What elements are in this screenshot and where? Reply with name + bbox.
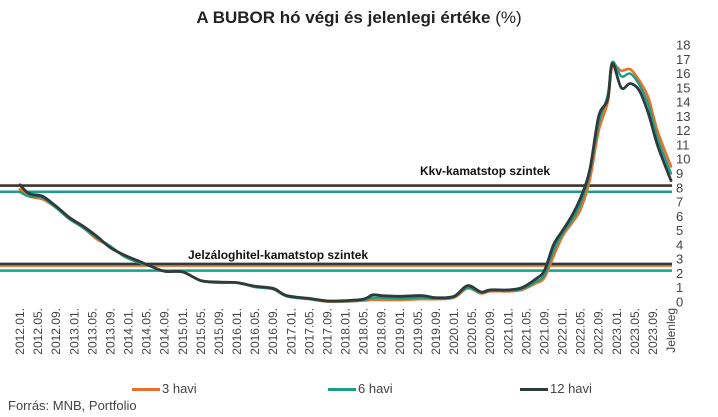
y-tick-label-15: 15 (676, 80, 690, 95)
legend-swatch-12-havi (520, 388, 548, 392)
x-tick-label-7: 2014.05. (140, 308, 154, 355)
x-tick-label-17: 2017.09. (320, 308, 334, 355)
y-tick-label-16: 16 (676, 66, 690, 81)
x-tick-label-27: 2021.01. (501, 308, 515, 355)
series-lines (18, 60, 673, 304)
x-tick-label-32: 2022.09. (592, 308, 606, 355)
x-tick-label-11: 2015.09. (212, 308, 226, 355)
reference-lines (0, 184, 672, 272)
x-tick-label-34: 2023.05. (628, 308, 642, 355)
x-tick-label-35: 2023.09. (646, 308, 660, 355)
x-tick-label-13: 2016.05. (248, 308, 262, 355)
x-tick-label-10: 2015.05. (194, 308, 208, 355)
y-tick-label-18: 18 (676, 38, 690, 53)
x-tick-label-20: 2018.09. (375, 308, 389, 355)
x-tick-label-6: 2014.01. (122, 308, 136, 355)
y-tick-label-13: 13 (676, 109, 690, 124)
legend-item-12-havi: 12 havi (520, 381, 592, 396)
legend-label-6-havi: 6 havi (358, 381, 393, 396)
x-tick-label-28: 2021.05. (519, 308, 533, 355)
x-tick-label-5: 2013.09. (103, 308, 117, 355)
y-tick-label-8: 8 (676, 180, 683, 195)
y-tick-label-9: 9 (676, 166, 683, 181)
y-tick-label-11: 11 (676, 137, 690, 152)
x-tick-label-24: 2020.01. (447, 308, 461, 355)
y-tick-label-14: 14 (676, 95, 690, 110)
source-note: Forrás: MNB, Portfolio (8, 398, 137, 413)
annotation-jelzalog: Jelzáloghitel-kamatstop szintek (188, 248, 368, 262)
x-tick-label-36: Jelenleg (664, 308, 678, 353)
y-tick-label-1: 1 (676, 280, 683, 295)
x-tick-label-33: 2023.01. (610, 308, 624, 355)
x-tick-label-22: 2019.05. (411, 308, 425, 355)
series-line-12-havi (18, 62, 673, 303)
x-tick-label-2: 2012.09. (49, 308, 63, 355)
y-tick-label-7: 7 (676, 195, 683, 210)
x-tick-label-14: 2016.09. (266, 308, 280, 355)
chart-title-unit: (%) (495, 8, 522, 27)
y-tick-label-2: 2 (676, 266, 683, 281)
x-axis: 2012.01. 2012.05. 2012.09. 2013.01. 2013.05.… (13, 308, 678, 355)
x-tick-label-16: 2017.05. (302, 308, 316, 355)
x-tick-label-18: 2018.01. (339, 308, 353, 355)
y-tick-label-12: 12 (676, 123, 690, 138)
legend-swatch-3-havi (132, 388, 160, 392)
x-tick-label-31: 2022.05. (574, 308, 588, 355)
y-tick-label-0: 0 (676, 295, 683, 310)
y-tick-label-3: 3 (676, 252, 683, 267)
x-tick-label-15: 2017.01. (284, 308, 298, 355)
x-tick-label-23: 2019.09. (429, 308, 443, 355)
x-tick-label-0: 2012.01. (13, 308, 27, 355)
legend-swatch-6-havi (328, 388, 356, 392)
x-tick-label-1: 2012.05. (31, 308, 45, 355)
y-tick-label-5: 5 (676, 223, 683, 238)
y-tick-label-17: 17 (676, 52, 690, 67)
legend-item-6-havi: 6 havi (328, 381, 393, 396)
chart-title-main: A BUBOR hó végi és jelenlegi értéke (196, 8, 491, 27)
legend-label-3-havi: 3 havi (162, 381, 197, 396)
x-tick-label-21: 2019.01. (393, 308, 407, 355)
x-tick-label-8: 2014.09. (158, 308, 172, 355)
chart-title: A BUBOR hó végi és jelenlegi értéke (%) (0, 8, 718, 28)
x-tick-label-9: 2015.01. (176, 308, 190, 355)
legend-item-3-havi: 3 havi (132, 381, 197, 396)
y-tick-label-10: 10 (676, 152, 690, 167)
x-tick-label-26: 2020.09. (483, 308, 497, 355)
x-tick-label-25: 2020.05. (465, 308, 479, 355)
y-tick-label-4: 4 (676, 237, 683, 252)
annotation-kkv: Kkv-kamatstop szintek (420, 164, 550, 178)
legend-label-12-havi: 12 havi (550, 381, 592, 396)
x-tick-label-4: 2013.05. (85, 308, 99, 355)
x-tick-label-30: 2022.01. (556, 308, 570, 355)
x-tick-label-29: 2021.09. (537, 308, 551, 355)
x-tick-label-3: 2013.01. (67, 308, 81, 355)
x-tick-label-12: 2016.01. (230, 308, 244, 355)
x-tick-label-19: 2018.05. (357, 308, 371, 355)
y-tick-label-6: 6 (676, 209, 683, 224)
